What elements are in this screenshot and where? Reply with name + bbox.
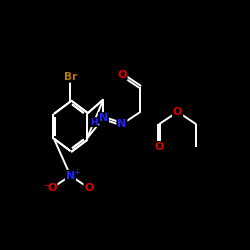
Text: Br: Br — [64, 72, 77, 82]
Text: O: O — [47, 183, 56, 193]
Text: O: O — [84, 183, 94, 193]
Text: O: O — [154, 142, 164, 152]
Text: −: − — [43, 182, 50, 190]
Text: H: H — [90, 118, 98, 127]
Text: N: N — [117, 119, 127, 129]
Text: O: O — [173, 107, 182, 117]
Text: +: + — [73, 168, 80, 176]
Text: O: O — [117, 70, 127, 80]
Text: N: N — [99, 113, 108, 123]
Text: N: N — [66, 171, 75, 181]
